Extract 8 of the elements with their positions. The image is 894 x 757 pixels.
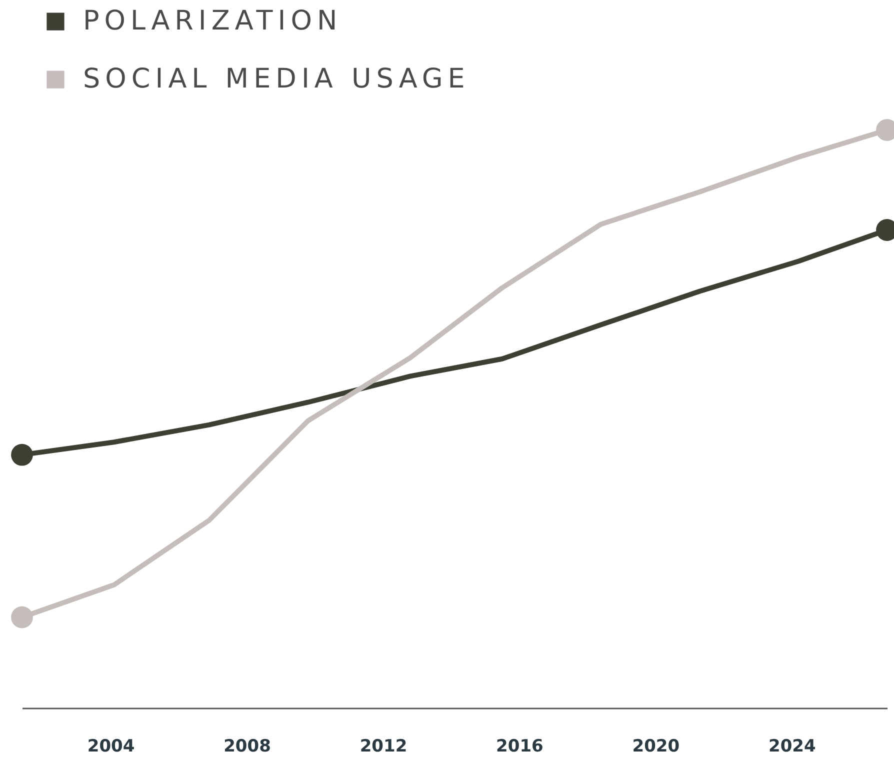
x-tick-label: 2016: [496, 736, 544, 756]
x-tick-label: 2024: [768, 736, 816, 756]
x-tick-label: 2020: [632, 736, 680, 756]
x-tick-label: 2004: [87, 736, 135, 756]
legend-label: POLARIZATION: [83, 6, 342, 36]
legend-label: SOCIAL MEDIA USAGE: [83, 64, 470, 94]
x-tick-label: 2008: [224, 736, 271, 756]
x-tick-label: 2012: [360, 736, 408, 756]
